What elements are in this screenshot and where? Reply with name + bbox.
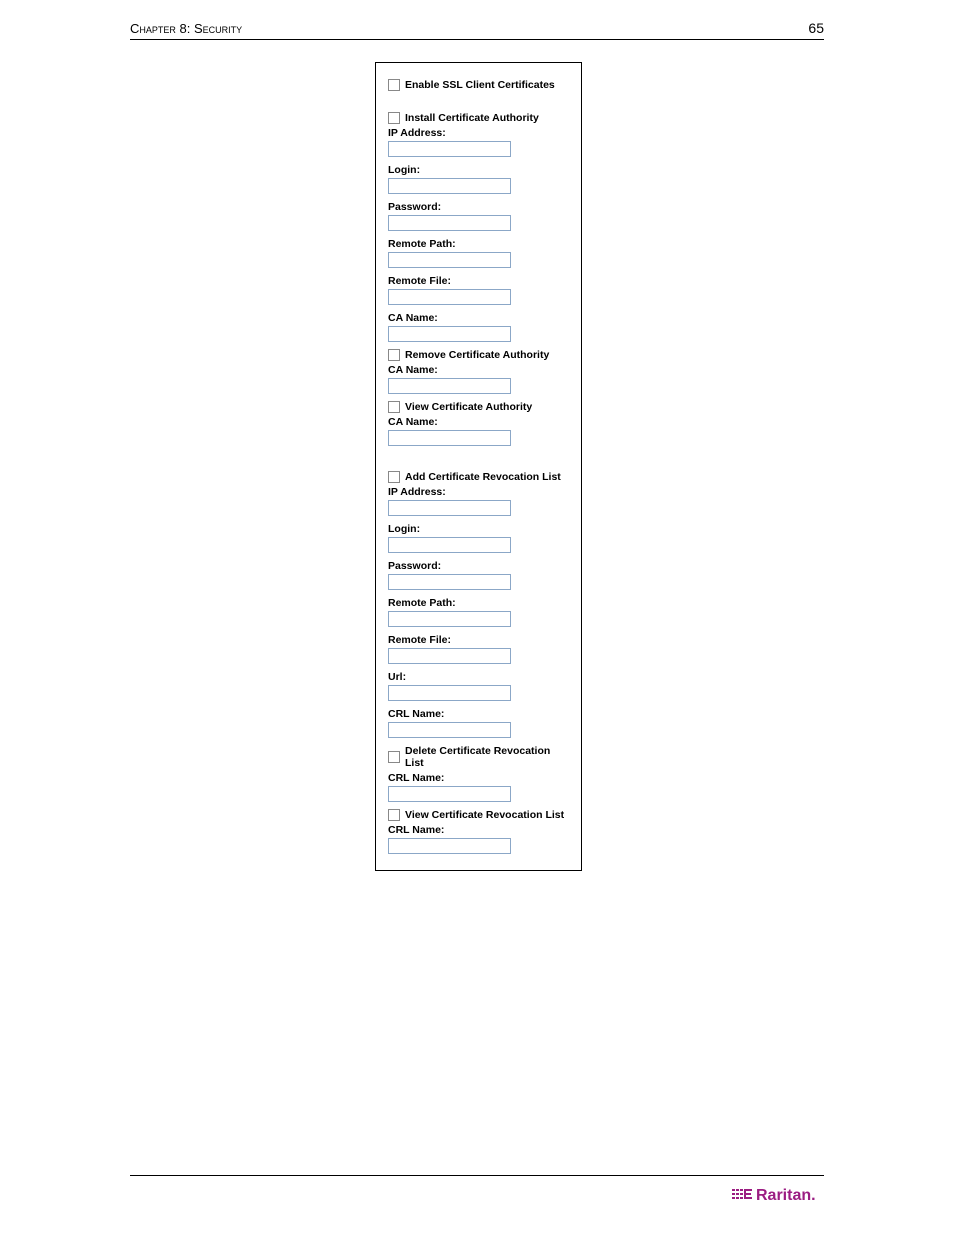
view-ca-row: View Certificate Authority — [388, 401, 569, 413]
ssl-certificate-form: Enable SSL Client Certificates Install C… — [375, 62, 582, 871]
chapter-title: Chapter 8: Security — [130, 21, 242, 36]
add-crl-remote-file-label: Remote File: — [388, 634, 569, 646]
install-remote-path-label: Remote Path: — [388, 238, 569, 250]
add-crl-password-input[interactable] — [388, 574, 511, 590]
raritan-logo-icon: Raritan. — [732, 1184, 824, 1204]
delete-crl-name-input[interactable] — [388, 786, 511, 802]
add-crl-row: Add Certificate Revocation List — [388, 471, 569, 483]
footer-rule — [130, 1175, 824, 1176]
install-ca-name-input[interactable] — [388, 326, 511, 342]
remove-ca-name-label: CA Name: — [388, 364, 569, 376]
remove-ca-checkbox[interactable] — [388, 349, 400, 361]
delete-crl-row: Delete Certificate Revocation List — [388, 745, 569, 769]
add-crl-name-input[interactable] — [388, 722, 511, 738]
view-crl-name-label: CRL Name: — [388, 824, 569, 836]
install-remote-file-label: Remote File: — [388, 275, 569, 287]
view-ca-name-input[interactable] — [388, 430, 511, 446]
add-crl-remote-file-input[interactable] — [388, 648, 511, 664]
remove-ca-name-input[interactable] — [388, 378, 511, 394]
install-remote-file-input[interactable] — [388, 289, 511, 305]
delete-crl-label: Delete Certificate Revocation List — [405, 745, 569, 769]
add-crl-ip-label: IP Address: — [388, 486, 569, 498]
page-header: Chapter 8: Security 65 — [130, 20, 824, 40]
install-ip-label: IP Address: — [388, 127, 569, 139]
page-footer: Raritan. — [130, 1175, 824, 1209]
add-crl-remote-path-label: Remote Path: — [388, 597, 569, 609]
add-crl-ip-input[interactable] — [388, 500, 511, 516]
brand-logo: Raritan. — [130, 1184, 824, 1209]
delete-crl-name-label: CRL Name: — [388, 772, 569, 784]
add-crl-name-label: CRL Name: — [388, 708, 569, 720]
install-ca-checkbox[interactable] — [388, 112, 400, 124]
svg-text:Raritan.: Raritan. — [756, 1187, 816, 1204]
view-crl-row: View Certificate Revocation List — [388, 809, 569, 821]
add-crl-remote-path-input[interactable] — [388, 611, 511, 627]
install-ca-row: Install Certificate Authority — [388, 112, 569, 124]
view-ca-label: View Certificate Authority — [405, 401, 532, 413]
add-crl-url-input[interactable] — [388, 685, 511, 701]
remove-ca-row: Remove Certificate Authority — [388, 349, 569, 361]
install-password-input[interactable] — [388, 215, 511, 231]
view-crl-checkbox[interactable] — [388, 809, 400, 821]
install-remote-path-input[interactable] — [388, 252, 511, 268]
enable-ssl-label: Enable SSL Client Certificates — [405, 79, 555, 91]
view-ca-name-label: CA Name: — [388, 416, 569, 428]
add-crl-label: Add Certificate Revocation List — [405, 471, 561, 483]
enable-ssl-row: Enable SSL Client Certificates — [388, 79, 569, 91]
install-ca-label: Install Certificate Authority — [405, 112, 539, 124]
enable-ssl-checkbox[interactable] — [388, 79, 400, 91]
install-ca-name-label: CA Name: — [388, 312, 569, 324]
add-crl-url-label: Url: — [388, 671, 569, 683]
install-login-label: Login: — [388, 164, 569, 176]
add-crl-login-label: Login: — [388, 523, 569, 535]
add-crl-login-input[interactable] — [388, 537, 511, 553]
page-number: 65 — [808, 20, 824, 36]
add-crl-checkbox[interactable] — [388, 471, 400, 483]
install-password-label: Password: — [388, 201, 569, 213]
install-login-input[interactable] — [388, 178, 511, 194]
view-crl-name-input[interactable] — [388, 838, 511, 854]
add-crl-password-label: Password: — [388, 560, 569, 572]
view-ca-checkbox[interactable] — [388, 401, 400, 413]
remove-ca-label: Remove Certificate Authority — [405, 349, 549, 361]
delete-crl-checkbox[interactable] — [388, 751, 400, 763]
view-crl-label: View Certificate Revocation List — [405, 809, 564, 821]
document-page: Chapter 8: Security 65 Enable SSL Client… — [0, 0, 954, 1235]
install-ip-input[interactable] — [388, 141, 511, 157]
